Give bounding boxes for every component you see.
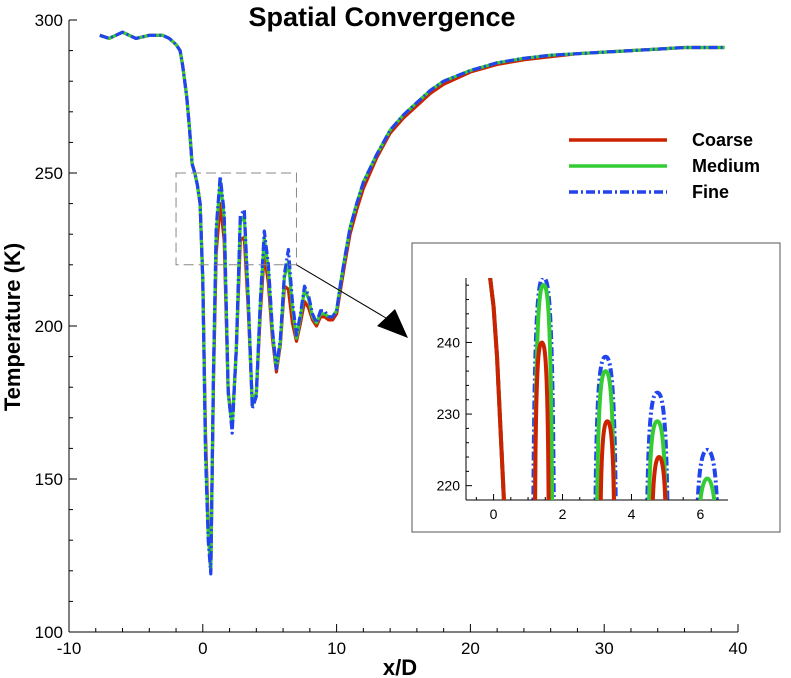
- inset-curves: [488, 278, 719, 500]
- inset-y-tick-label: 220: [437, 478, 461, 494]
- legend-label-coarse: Coarse: [692, 130, 753, 150]
- inset-left-line-coarse: [488, 278, 506, 500]
- x-axis-label: x/D: [383, 655, 417, 678]
- inset-x-tick-label: 4: [628, 506, 636, 522]
- y-tick-label: 100: [35, 623, 63, 642]
- inset-x-tick-label: 6: [697, 506, 705, 522]
- inset-peak-fine: [645, 390, 670, 500]
- inset-y-tick-label: 230: [437, 406, 461, 422]
- zoom-arrow-head: [377, 309, 408, 338]
- y-axis-label: Temperature (K): [0, 243, 25, 411]
- inset-peak-medium: [595, 369, 617, 500]
- inset-peak-medium: [698, 476, 717, 500]
- zoom-box: [175, 172, 297, 266]
- x-tick-label: 20: [461, 639, 480, 658]
- x-tick-label: 10: [327, 639, 346, 658]
- zoom-arrow-line: [296, 264, 387, 319]
- y-tick-label: 200: [35, 317, 63, 336]
- y-tick-label: 300: [35, 11, 63, 30]
- inset-plot: 0 2 4 6 220 230 240: [296, 242, 781, 533]
- inset-x-tick-label: 2: [559, 506, 567, 522]
- chart-title: Spatial Convergence: [248, 2, 515, 32]
- x-tick-label: -10: [57, 639, 82, 658]
- x-tick-label: 0: [198, 639, 207, 658]
- inset-peak-medium: [647, 419, 668, 500]
- y-tick-label: 150: [35, 470, 63, 489]
- inset-peak-coarse: [533, 340, 551, 500]
- x-tick-label: 40: [729, 639, 748, 658]
- inset-peak-coarse: [650, 455, 668, 500]
- inset-peak-fine: [695, 447, 719, 500]
- x-tick-label: 30: [595, 639, 614, 658]
- inset-y-tick-label: 240: [437, 334, 461, 350]
- y-tick-label: 250: [35, 164, 63, 183]
- legend-label-fine: Fine: [692, 182, 729, 202]
- series-line-fine: [99, 30, 725, 576]
- inset-peak-coarse: [598, 419, 616, 500]
- inset-x-tick-label: 0: [490, 506, 498, 522]
- legend-label-medium: Medium: [692, 156, 760, 176]
- legend: Coarse Medium Fine: [569, 130, 760, 202]
